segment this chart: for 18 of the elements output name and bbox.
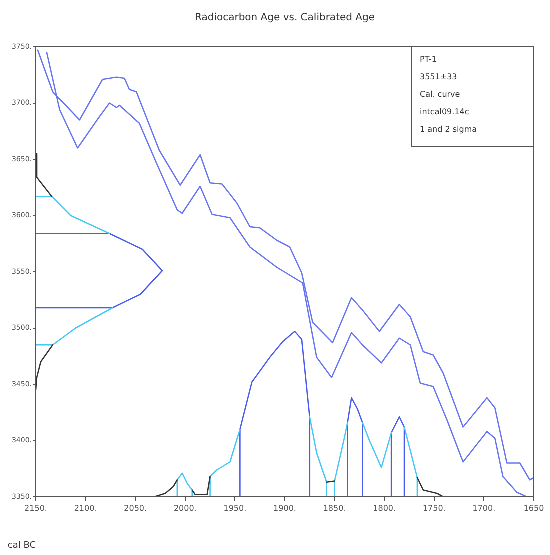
x-tick-label: 2150. <box>24 504 48 513</box>
x-tick-label: 2000. <box>174 504 197 513</box>
annotation: PT-1 <box>420 55 437 64</box>
x-tick-label: 1950. <box>224 504 247 513</box>
x-tick-label: 1650 <box>524 504 544 513</box>
chart-title: Radiocarbon Age vs. Calibrated Age <box>194 12 376 24</box>
x-tick-label: 1700. <box>472 504 496 513</box>
x-tick-label: 1900. <box>274 504 296 513</box>
annotation: 3551±33 <box>420 72 458 82</box>
x-tick-label: 2100. <box>74 504 98 513</box>
x-axis-title: cal BC <box>8 540 36 551</box>
annotation: intcal09.14c <box>420 108 470 117</box>
x-tick-label: 1750. <box>422 504 446 513</box>
x-tick-label: 1850. <box>323 504 346 513</box>
annotation: 1 and 2 sigma <box>420 125 478 134</box>
annotation: Cal. curve <box>420 90 460 100</box>
x-tick-label: 2050. <box>124 504 148 513</box>
x-tick-label: 1800. <box>373 504 396 513</box>
